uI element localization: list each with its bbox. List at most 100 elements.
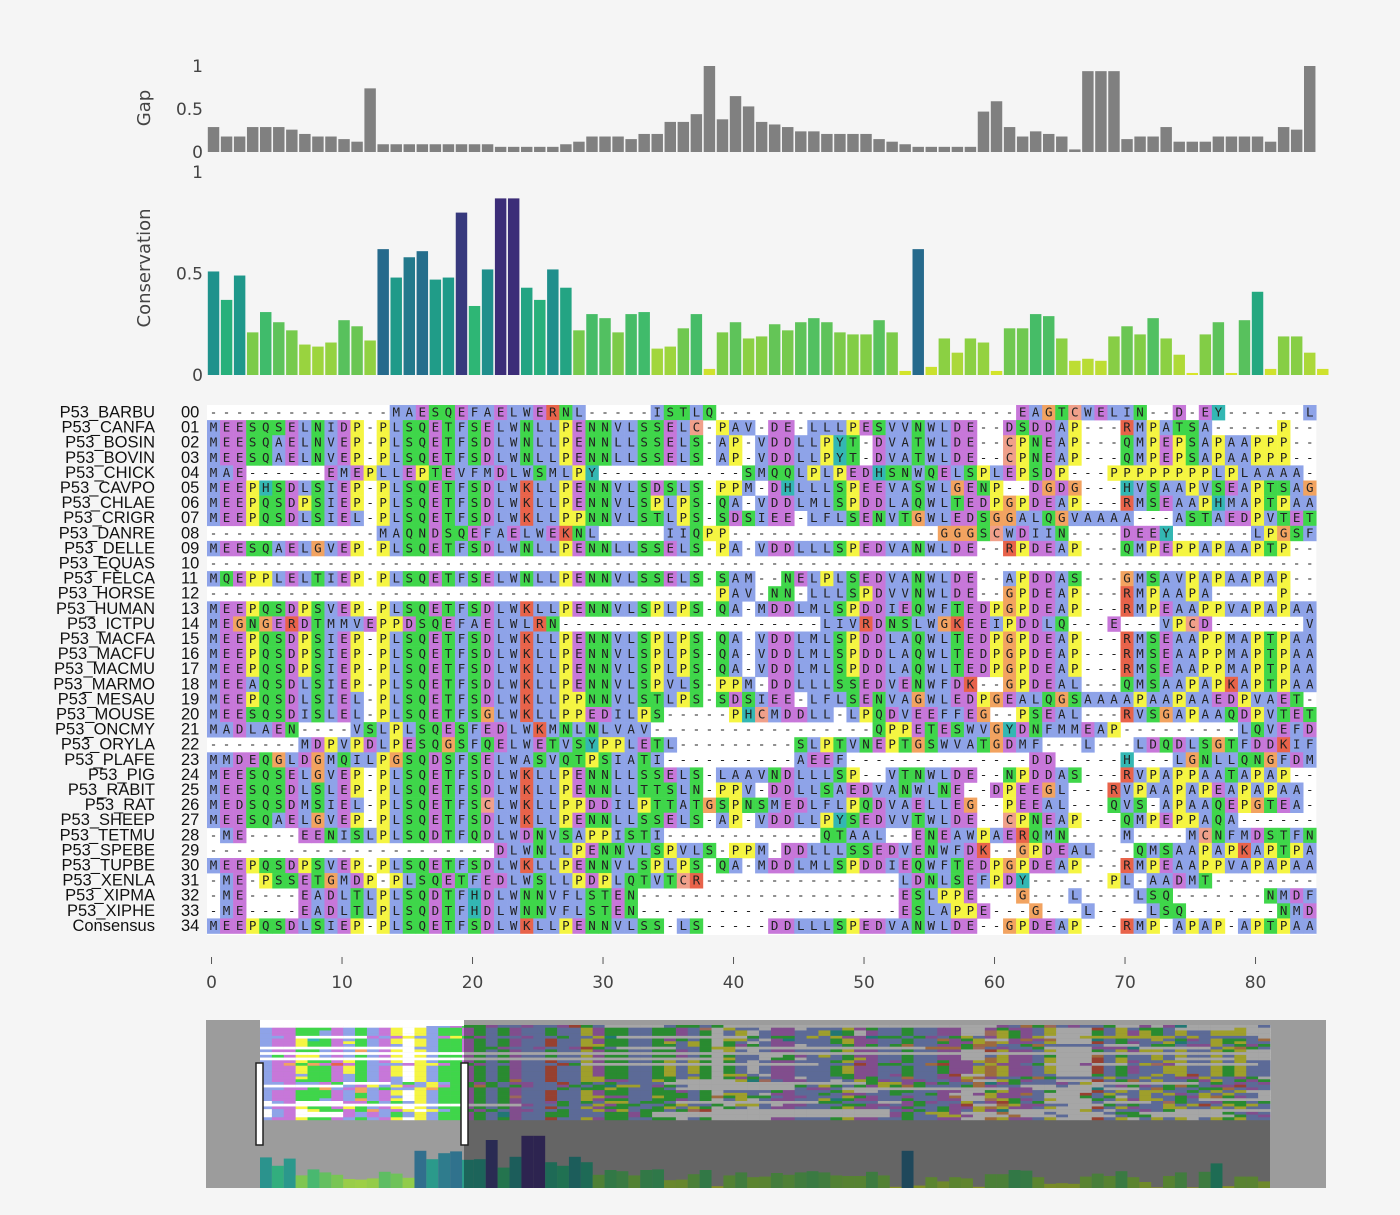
residue-letter: D <box>484 480 492 495</box>
residue-letter: P <box>732 707 740 722</box>
residue-letter: - <box>366 420 374 435</box>
residue-letter: D <box>875 812 883 827</box>
residue-letter: - <box>340 405 348 420</box>
residue-letter: E <box>1045 495 1053 510</box>
residue-letter: F <box>1045 722 1053 737</box>
residue-letter: V <box>888 480 896 495</box>
residue-letter: S <box>1071 767 1079 782</box>
residue-letter: P <box>1149 465 1157 480</box>
residue-letter: E <box>575 676 583 691</box>
residue-letter: D <box>967 842 975 857</box>
residue-letter: P <box>353 737 361 752</box>
residue-letter: A <box>1306 495 1314 510</box>
residue-letter: S <box>1149 707 1157 722</box>
residue-letter: - <box>1123 556 1131 571</box>
residue-letter: - <box>314 405 322 420</box>
residue-letter: S <box>640 858 648 873</box>
residue-letter: - <box>980 450 988 465</box>
residue-letter: E <box>1006 827 1014 842</box>
residue-letter: A <box>1293 782 1301 797</box>
residue-letter: Q <box>1123 450 1131 465</box>
residue-letter: N <box>523 420 531 435</box>
residue-letter: C <box>1006 435 1014 450</box>
residue-letter: E <box>236 661 244 676</box>
residue-letter: S <box>849 691 857 706</box>
alignment-row[interactable]: P53_BARBU 00- - - - - - - - - - - - - - M A E S Q E F A E L W E R N L… <box>60 404 1317 422</box>
residue-letter: E <box>497 737 505 752</box>
residue-letter: P <box>1071 601 1079 616</box>
residue-letter: L <box>379 722 387 737</box>
residue-cell <box>507 435 521 451</box>
residue-letter: A <box>1293 495 1301 510</box>
residue-letter: T <box>914 812 922 827</box>
gap-bar <box>795 131 807 152</box>
gap-bar <box>977 111 990 152</box>
residue-letter: S <box>471 495 479 510</box>
residue-letter: - <box>419 586 427 601</box>
alignment-row[interactable]: P53_CANFA 01 M E E S Q S E L N I D P - P L S Q E T F S E L W N L L P E… <box>61 419 1313 437</box>
residue-letter: - <box>1215 616 1223 631</box>
residue-letter: A <box>1254 842 1262 857</box>
sequence-name[interactable]: P53_BOSIN <box>65 434 155 452</box>
residue-letter: A <box>1058 601 1066 616</box>
residue-letter: - <box>1006 480 1014 495</box>
residue-letter: - <box>693 737 701 752</box>
residue-letter: V <box>980 722 988 737</box>
residue-letter: N <box>771 767 779 782</box>
residue-letter: Q <box>1254 722 1262 737</box>
residue-letter: - <box>1097 465 1105 480</box>
residue-letter: L <box>575 405 583 420</box>
residue-cell <box>546 405 560 421</box>
residue-letter: S <box>653 435 661 450</box>
sequence-name[interactable]: P53_BARBU <box>60 404 155 422</box>
residue-letter: - <box>1097 495 1105 510</box>
residue-letter: - <box>1228 616 1236 631</box>
residue-letter: N <box>588 676 596 691</box>
residue-cell <box>454 420 469 436</box>
residue-letter: Q <box>719 601 727 616</box>
residue-letter: L <box>797 495 805 510</box>
residue-letter: L <box>719 767 727 782</box>
residue-letter: - <box>432 586 440 601</box>
residue-letter: A <box>1202 450 1210 465</box>
residue-letter: E <box>1162 646 1170 661</box>
residue-letter: - <box>1097 556 1105 571</box>
residue-letter: - <box>366 631 374 646</box>
residue-letter: A <box>1058 435 1066 450</box>
residue-letter: Q <box>823 827 831 842</box>
residue-letter: D <box>1032 586 1040 601</box>
residue-letter: - <box>719 405 727 420</box>
residue-letter: W <box>928 767 936 782</box>
residue-cell <box>663 420 678 436</box>
residue-letter: - <box>706 827 714 842</box>
residue-letter: - <box>249 842 257 857</box>
residue-letter: P <box>1215 450 1223 465</box>
residue-letter: - <box>1136 510 1144 525</box>
residue-letter: - <box>275 827 283 842</box>
residue-letter: P <box>1254 676 1262 691</box>
residue-letter: G <box>980 707 988 722</box>
residue-letter: P <box>1202 661 1210 676</box>
residue-letter: - <box>706 676 714 691</box>
residue-cell <box>676 405 691 421</box>
residue-letter: L <box>836 691 844 706</box>
residue-cell <box>650 405 665 421</box>
residue-cell <box>402 435 417 451</box>
alignment-row[interactable]: P53_BOSIN 02 M E E S Q A E L N V E P - P L S Q E T F S D L W N L L P E… <box>65 434 1313 452</box>
residue-letter: D <box>1045 420 1053 435</box>
residue-letter: T <box>1280 842 1288 857</box>
residue-letter: T <box>445 450 453 465</box>
residue-letter: - <box>1241 420 1249 435</box>
residue-letter: L <box>549 767 557 782</box>
residue-letter: P <box>1136 782 1144 797</box>
residue-letter: - <box>1097 525 1105 540</box>
sequence-name[interactable]: P53_CANFA <box>61 419 155 437</box>
conservation-bar <box>612 332 624 375</box>
residue-letter: - <box>366 858 374 873</box>
gap-bar <box>1225 136 1238 152</box>
residue-letter: P <box>575 842 583 857</box>
residue-letter: S <box>445 525 453 540</box>
conservation-bar <box>873 320 885 375</box>
residue-letter: - <box>392 586 400 601</box>
